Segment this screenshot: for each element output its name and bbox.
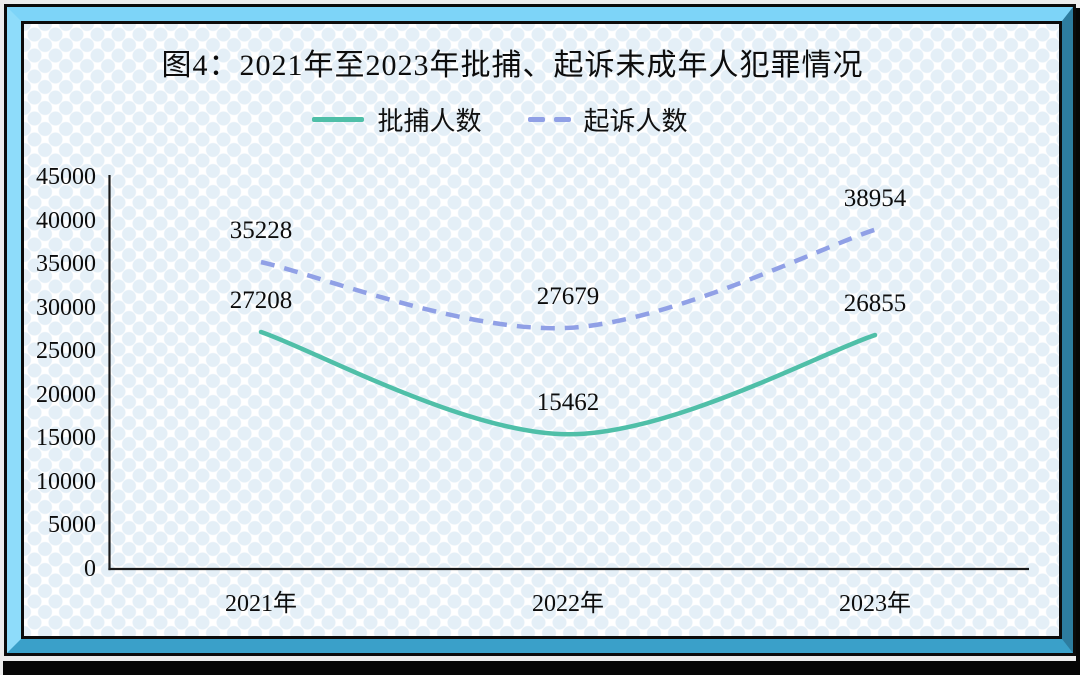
legend-item-prosecutions: 起诉人数 bbox=[527, 101, 688, 138]
data-label: 15462 bbox=[536, 389, 600, 417]
x-tick-label: 2023年 bbox=[839, 591, 911, 617]
legend-label-arrests: 批捕人数 bbox=[377, 107, 482, 136]
solid-line-swatch bbox=[312, 117, 365, 122]
data-label: 38954 bbox=[843, 184, 907, 212]
y-tick-label: 0 bbox=[84, 556, 96, 582]
x-tick-label: 2021年 bbox=[225, 591, 297, 617]
frame-shadow-right bbox=[1076, 8, 1080, 675]
y-tick-label: 45000 bbox=[36, 164, 96, 190]
y-tick-label: 10000 bbox=[36, 468, 96, 495]
arrests-line bbox=[258, 329, 878, 437]
legend-label-prosecutions: 起诉人数 bbox=[583, 107, 688, 136]
y-tick-label: 30000 bbox=[36, 294, 96, 321]
y-tick-label: 35000 bbox=[36, 251, 96, 278]
legend: 批捕人数 起诉人数 bbox=[20, 101, 980, 138]
data-label: 26855 bbox=[843, 290, 907, 318]
y-tick-label: 25000 bbox=[36, 338, 96, 365]
y-tick-label: 15000 bbox=[36, 425, 96, 452]
legend-item-arrests: 批捕人数 bbox=[312, 101, 482, 138]
data-label: 35228 bbox=[229, 217, 293, 245]
data-label: 27679 bbox=[536, 282, 600, 310]
y-tick-label: 5000 bbox=[48, 512, 96, 539]
prosecutions-line bbox=[260, 227, 876, 331]
chart-title: 图4：2021年至2023年批捕、起诉未成年人犯罪情况 bbox=[161, 49, 864, 82]
y-tick-label: 40000 bbox=[36, 207, 96, 234]
data-label: 27208 bbox=[229, 286, 293, 314]
x-tick-label: 2022年 bbox=[532, 591, 604, 617]
y-tick-label: 20000 bbox=[36, 381, 96, 408]
dashed-line-swatch bbox=[527, 117, 571, 122]
frame-shadow-bottom bbox=[3, 661, 1080, 675]
